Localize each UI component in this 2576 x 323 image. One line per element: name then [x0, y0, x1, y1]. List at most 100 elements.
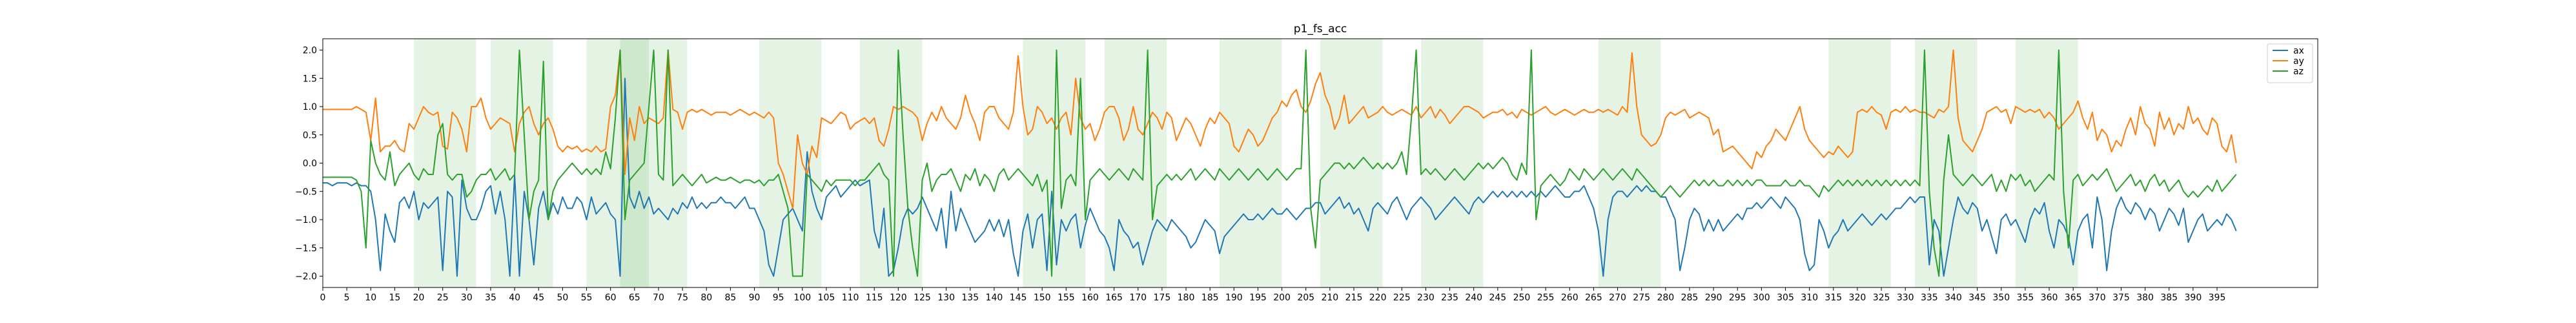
series-lines — [323, 49, 2237, 277]
x-tick-label: 370 — [2089, 293, 2106, 303]
x-tick-label: 340 — [1945, 293, 1962, 303]
x-tick-label: 15 — [389, 293, 401, 303]
x-tick-label: 275 — [1633, 293, 1650, 303]
x-tick-label: 120 — [890, 293, 907, 303]
shaded-region-15 — [2016, 39, 2078, 287]
x-tick-label: 125 — [914, 293, 931, 303]
shaded-region-0 — [414, 39, 476, 287]
x-tick-label: 155 — [1058, 293, 1075, 303]
x-tick-label: 50 — [557, 293, 568, 303]
x-tick-label: 300 — [1753, 293, 1770, 303]
x-tick-label: 100 — [793, 293, 811, 303]
x-tick-label: 350 — [1992, 293, 2010, 303]
x-axis-ticks: 0 5 10 15 20 25 30 35 40 45 50 55 60 65 70 75 80 85 90 95 10… — [320, 287, 2226, 303]
x-tick-label: 5 — [344, 293, 350, 303]
legend-box — [2267, 43, 2313, 83]
x-tick-label: 110 — [842, 293, 859, 303]
legend-label-az: az — [2293, 67, 2304, 77]
x-tick-label: 135 — [961, 293, 979, 303]
x-tick-label: 250 — [1513, 293, 1531, 303]
x-tick-label: 260 — [1561, 293, 1579, 303]
shaded-region-11 — [1420, 39, 1484, 287]
x-tick-label: 305 — [1777, 293, 1794, 303]
x-tick-label: 10 — [365, 293, 376, 303]
x-tick-label: 230 — [1417, 293, 1435, 303]
series-line-az — [323, 49, 2237, 277]
y-axis-ticks: 2.0 1.5 1.0 0.5 0.0 −0.5 −1.0 −1.5 −2.0 — [295, 46, 323, 282]
x-tick-label: 265 — [1585, 293, 1602, 303]
x-tick-label: 45 — [533, 293, 544, 303]
x-tick-label: 280 — [1657, 293, 1674, 303]
x-tick-label: 70 — [653, 293, 664, 303]
x-tick-label: 195 — [1249, 293, 1267, 303]
x-tick-label: 285 — [1681, 293, 1699, 303]
x-tick-label: 105 — [818, 293, 835, 303]
x-tick-label: 310 — [1801, 293, 1818, 303]
x-tick-label: 80 — [700, 293, 712, 303]
x-tick-label: 295 — [1729, 293, 1746, 303]
x-tick-label: 245 — [1489, 293, 1506, 303]
series-line-ay — [323, 49, 2237, 209]
x-tick-label: 220 — [1369, 293, 1387, 303]
x-tick-label: 200 — [1273, 293, 1291, 303]
x-tick-label: 60 — [605, 293, 617, 303]
x-tick-label: 55 — [581, 293, 593, 303]
x-tick-label: 145 — [1010, 293, 1027, 303]
x-tick-label: 335 — [1921, 293, 1938, 303]
x-tick-label: 225 — [1393, 293, 1411, 303]
y-tick-label: −0.5 — [295, 187, 317, 197]
x-tick-label: 75 — [677, 293, 688, 303]
x-tick-label: 390 — [2185, 293, 2202, 303]
x-tick-label: 90 — [749, 293, 761, 303]
y-tick-label: −1.5 — [295, 244, 317, 254]
x-tick-label: 395 — [2209, 293, 2226, 303]
x-tick-label: 210 — [1321, 293, 1338, 303]
y-tick-label: 0.0 — [303, 159, 317, 169]
y-tick-label: −1.0 — [295, 215, 317, 225]
x-tick-label: 215 — [1345, 293, 1363, 303]
x-tick-label: 150 — [1034, 293, 1051, 303]
shaded-region-10 — [1320, 39, 1383, 287]
x-tick-label: 190 — [1225, 293, 1243, 303]
x-tick-label: 180 — [1178, 293, 1195, 303]
x-tick-label: 160 — [1081, 293, 1099, 303]
x-tick-label: 315 — [1825, 293, 1842, 303]
x-tick-label: 65 — [629, 293, 640, 303]
x-tick-label: 205 — [1297, 293, 1314, 303]
x-tick-label: 40 — [509, 293, 520, 303]
x-tick-label: 95 — [773, 293, 784, 303]
y-tick-label: 0.5 — [303, 130, 317, 141]
legend-label-ay: ay — [2293, 56, 2304, 67]
y-tick-label: −2.0 — [295, 272, 317, 282]
x-tick-label: 240 — [1465, 293, 1482, 303]
x-tick-label: 30 — [461, 293, 473, 303]
x-tick-label: 325 — [1873, 293, 1890, 303]
x-tick-label: 115 — [866, 293, 883, 303]
chart-title: p1_fs_acc — [1294, 23, 1347, 36]
x-tick-label: 85 — [724, 293, 736, 303]
x-tick-label: 270 — [1609, 293, 1626, 303]
shaded-region-13 — [1828, 39, 1891, 287]
series-line-ax — [323, 78, 2237, 277]
x-tick-label: 320 — [1849, 293, 1866, 303]
x-tick-label: 355 — [2017, 293, 2034, 303]
x-tick-label: 360 — [2041, 293, 2058, 303]
x-tick-label: 385 — [2160, 293, 2178, 303]
legend-label-ax: ax — [2293, 46, 2304, 56]
x-tick-label: 165 — [1105, 293, 1123, 303]
x-tick-label: 375 — [2112, 293, 2130, 303]
x-tick-label: 25 — [437, 293, 449, 303]
x-tick-label: 290 — [1705, 293, 1722, 303]
y-tick-label: 2.0 — [303, 46, 317, 56]
x-tick-label: 255 — [1537, 293, 1555, 303]
y-tick-label: 1.0 — [303, 102, 317, 112]
x-tick-label: 345 — [1968, 293, 1986, 303]
x-tick-label: 185 — [1201, 293, 1219, 303]
shaded-region-9 — [1220, 39, 1282, 287]
x-tick-label: 140 — [986, 293, 1003, 303]
x-tick-label: 365 — [2065, 293, 2082, 303]
x-tick-label: 0 — [320, 293, 326, 303]
